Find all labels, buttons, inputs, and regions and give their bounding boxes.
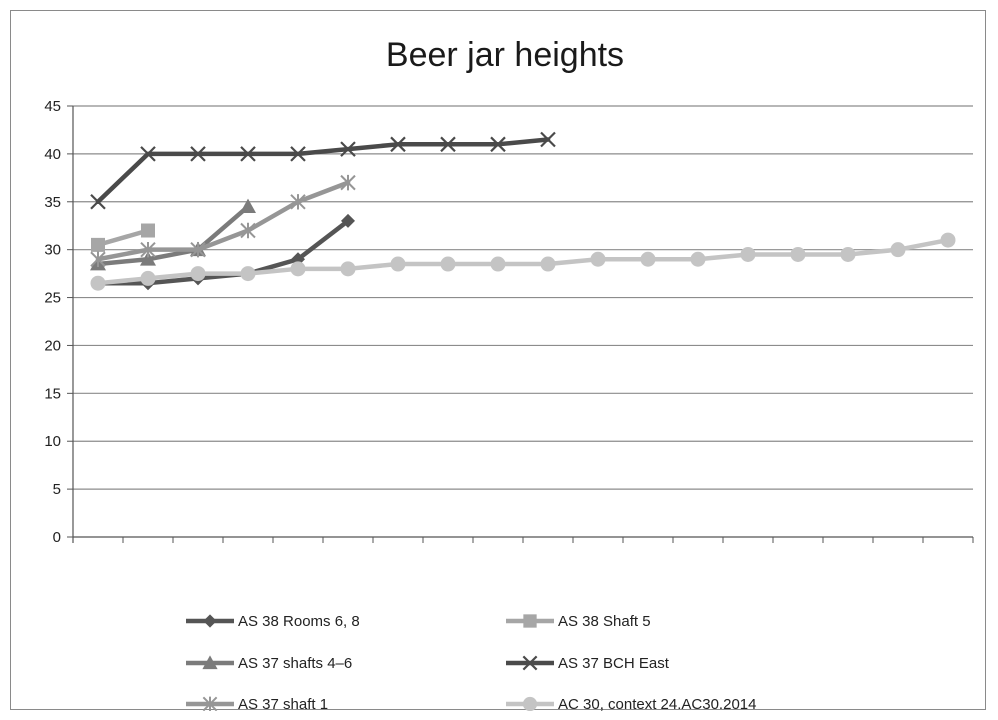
y-tick-label: 35 [44, 194, 61, 211]
point [202, 696, 218, 711]
point [240, 222, 256, 239]
point [290, 261, 306, 277]
legend-label: AS 38 Rooms 6, 8 [238, 613, 360, 630]
point [940, 232, 956, 248]
point [203, 614, 217, 628]
series-line [95, 228, 151, 248]
y-tick-label: 40 [44, 146, 61, 163]
legend-item-3: AS 37 shafts 4–6 [186, 655, 352, 672]
point [140, 241, 156, 258]
point [590, 251, 606, 267]
point [141, 223, 155, 238]
y-tick-label: 0 [53, 529, 61, 546]
point [240, 146, 256, 162]
point [190, 241, 206, 258]
point [140, 146, 156, 162]
point [740, 246, 756, 262]
point [340, 141, 356, 157]
series-5 [90, 174, 356, 267]
point [140, 270, 156, 286]
legend-item-6: AC 30, context 24.AC30.2014 [506, 696, 756, 711]
point [440, 136, 456, 153]
point [540, 131, 556, 148]
legend-item-2: AS 38 Shaft 5 [506, 613, 651, 630]
series-4 [90, 131, 556, 210]
point [290, 146, 306, 162]
point [840, 246, 856, 262]
point [523, 614, 537, 628]
point [240, 198, 256, 213]
point [290, 194, 306, 210]
y-tick-label: 25 [44, 290, 61, 307]
y-tick-label: 20 [44, 337, 61, 354]
series-line [95, 204, 251, 267]
point [490, 256, 506, 272]
axes: 0 5 10 15 20 25 30 35 40 45 [44, 98, 974, 546]
line-chart: Beer jar heights 0 5 10 15 20 25 30 35 40 45 AS 3… [44, 36, 974, 711]
point [91, 237, 105, 252]
legend-label: AS 37 BCH East [558, 655, 670, 672]
series-6 [90, 232, 956, 291]
point [190, 146, 206, 162]
legend-item-4: AS 37 BCH East [506, 655, 670, 672]
point [640, 251, 656, 267]
point [90, 251, 106, 267]
series-line [95, 237, 951, 286]
point [341, 213, 355, 228]
point [340, 174, 356, 191]
y-tick-label: 45 [44, 98, 61, 115]
series-3 [90, 198, 256, 271]
point [140, 251, 156, 266]
legend-label: AS 37 shaft 1 [238, 696, 328, 711]
legend-item-1: AS 38 Rooms 6, 8 [186, 613, 360, 630]
y-tick-label: 30 [44, 242, 61, 259]
point [440, 256, 456, 272]
point [90, 194, 106, 210]
point [390, 256, 406, 272]
point [690, 251, 706, 267]
point [540, 256, 556, 272]
y-tick-label: 10 [44, 433, 61, 450]
y-tick-label: 15 [44, 385, 61, 402]
chart-title: Beer jar heights [386, 36, 624, 74]
point [240, 266, 256, 282]
legend-label: AS 38 Shaft 5 [558, 613, 651, 630]
series-lines [90, 131, 956, 291]
gridlines [73, 105, 973, 490]
point [202, 655, 218, 670]
series-line [95, 218, 351, 286]
point [190, 266, 206, 282]
point [890, 242, 906, 258]
point [340, 261, 356, 277]
point [90, 275, 106, 291]
series-line [95, 137, 551, 205]
point [390, 136, 406, 153]
series-2 [91, 223, 155, 252]
legend-label: AS 37 shafts 4–6 [238, 655, 352, 672]
legend-item-5: AS 37 shaft 1 [186, 696, 328, 711]
chart-frame: Beer jar heights 0 5 10 15 20 25 30 35 40 45 AS 3… [10, 10, 986, 711]
point [490, 136, 506, 153]
point [522, 696, 538, 711]
point [790, 246, 806, 262]
y-tick-label: 5 [53, 481, 61, 498]
series-line [95, 180, 351, 262]
legend-label: AC 30, context 24.AC30.2014 [558, 696, 756, 711]
legend: AS 38 Rooms 6, 8 AS 38 Shaft 5 AS 37 shaft… [186, 613, 756, 711]
point [522, 655, 538, 671]
